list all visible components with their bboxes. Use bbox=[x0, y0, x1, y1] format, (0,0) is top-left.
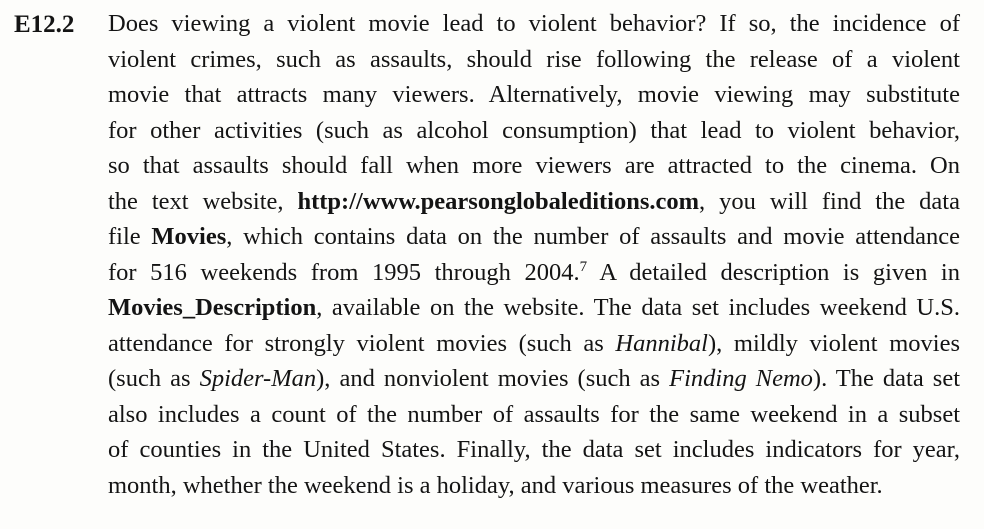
text-line: file Movies, which contains data on the … bbox=[108, 223, 960, 251]
description-file-name: Movies_Description bbox=[108, 294, 317, 321]
movie-title: Hannibal bbox=[615, 330, 708, 357]
text-line: for 516 weekends from 1995 through 2004.… bbox=[108, 259, 960, 287]
text-segment: ). The data set bbox=[812, 365, 960, 392]
data-file-name: Movies bbox=[151, 223, 227, 250]
text-line: so that assaults should fall when more v… bbox=[108, 152, 960, 179]
website-url: http://www.pearsonglobaleditions.com bbox=[297, 188, 700, 215]
footnote-marker: 7 bbox=[579, 259, 588, 275]
text-segment: (such as bbox=[108, 365, 200, 392]
movie-title: Finding Nemo bbox=[669, 365, 813, 392]
text-line: Does viewing a violent movie lead to vio… bbox=[108, 10, 960, 37]
text-line: for other activities (such as alcohol co… bbox=[108, 117, 960, 144]
text-line: Movies_Description, available on the web… bbox=[108, 294, 960, 322]
text-segment: the text website, bbox=[108, 188, 298, 215]
exercise-number: E12.2 bbox=[14, 11, 75, 38]
text-segment: attendance for strongly violent movies (… bbox=[108, 330, 616, 357]
text-segment: ), and nonviolent movies (such as bbox=[316, 365, 670, 392]
text-segment: A detailed description is given in bbox=[587, 259, 960, 286]
text-line: also includes a count of the number of a… bbox=[108, 401, 960, 428]
text-segment: file bbox=[108, 223, 152, 250]
text-segment: , available on the website. The data set… bbox=[316, 294, 960, 321]
text-line: of counties in the United States. Finall… bbox=[108, 436, 960, 463]
text-line: movie that attracts many viewers. Altern… bbox=[108, 81, 960, 108]
text-segment: ), mildly violent movies bbox=[707, 330, 960, 357]
text-line: violent crimes, such as assaults, should… bbox=[108, 46, 960, 73]
text-segment: , which contains data on the number of a… bbox=[226, 223, 960, 250]
text-segment: , you will find the data bbox=[699, 188, 960, 215]
movie-title: Spider-Man bbox=[199, 365, 317, 392]
text-segment: for 516 weekends from 1995 through 2004. bbox=[108, 259, 580, 286]
text-line: the text website, http://www.pearsonglob… bbox=[108, 188, 960, 216]
text-line: month, whether the weekend is a holiday,… bbox=[108, 472, 883, 499]
text-line: attendance for strongly violent movies (… bbox=[108, 330, 960, 358]
text-line: (such as Spider-Man), and nonviolent mov… bbox=[108, 365, 960, 393]
